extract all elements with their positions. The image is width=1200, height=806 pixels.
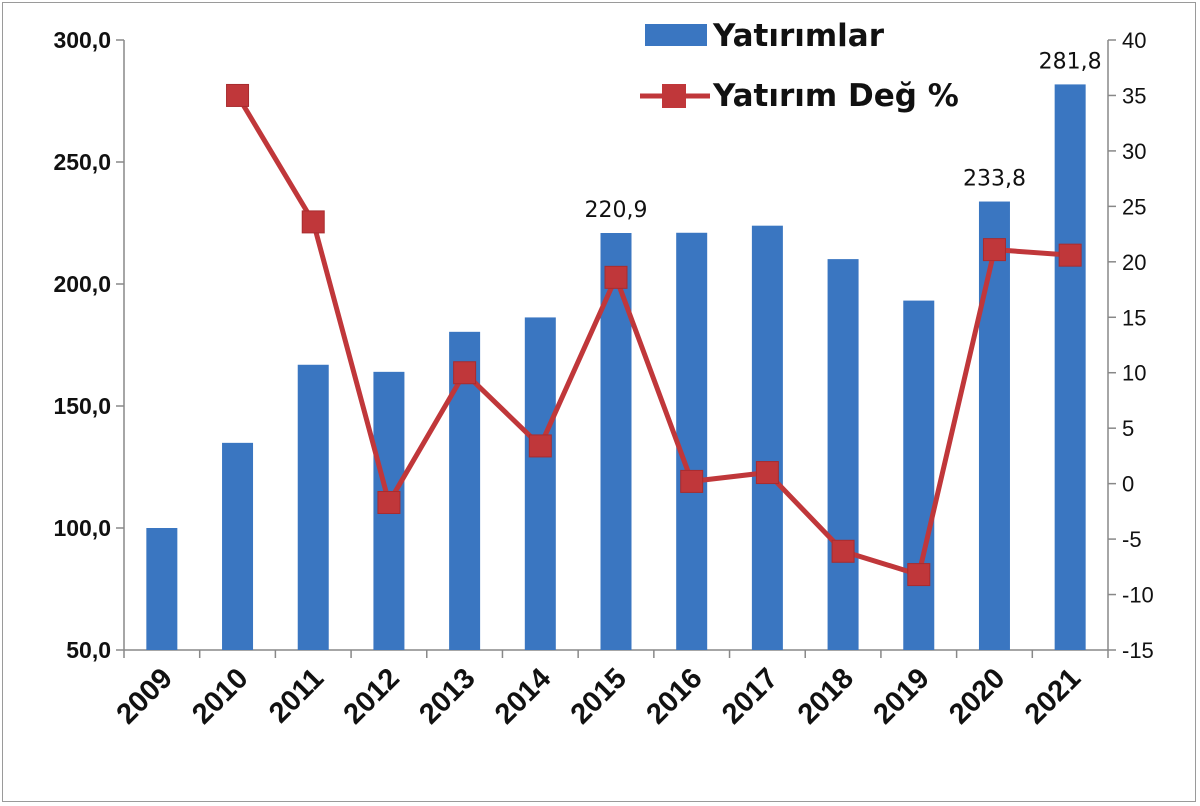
bar-2019 xyxy=(903,300,935,650)
left-tick-label: 300,0 xyxy=(53,27,111,53)
bar-2009 xyxy=(146,528,178,650)
left-tick-label: 150,0 xyxy=(53,393,111,419)
bar-2014 xyxy=(524,317,556,650)
x-tick-label: 2018 xyxy=(792,662,860,730)
marker-2016 xyxy=(680,469,704,493)
marker-2021 xyxy=(1058,243,1082,267)
x-tick-label: 2009 xyxy=(111,662,179,730)
marker-2018 xyxy=(831,539,855,563)
right-tick-label: 20 xyxy=(1122,250,1146,275)
x-tick-label: 2013 xyxy=(413,662,481,730)
x-tick-label: 2012 xyxy=(338,662,406,730)
line-yatirim-deg xyxy=(235,94,1071,578)
bar-2018 xyxy=(827,259,859,650)
left-tick-label: 250,0 xyxy=(53,149,111,175)
x-tick-label: 2019 xyxy=(867,662,935,730)
bar-2017 xyxy=(751,225,783,650)
right-tick-label: 0 xyxy=(1122,472,1134,497)
right-tick-label: -5 xyxy=(1122,527,1142,552)
marker-2017 xyxy=(755,461,779,485)
marker-2013 xyxy=(453,361,477,385)
right-tick-label: 25 xyxy=(1122,194,1146,219)
line-series xyxy=(226,83,1082,587)
legend-label-yatirim-deg: Yatırım Değ % xyxy=(712,78,959,114)
right-tick-label: 40 xyxy=(1122,28,1146,53)
marker-2015 xyxy=(604,265,628,289)
left-tick-label: 100,0 xyxy=(53,515,111,541)
bar-2020 xyxy=(978,201,1010,650)
marker-2020 xyxy=(982,238,1006,262)
right-tick-label: 15 xyxy=(1122,305,1146,330)
bar-2010 xyxy=(222,442,254,650)
marker-2011 xyxy=(301,210,325,234)
right-tick-label: 5 xyxy=(1122,416,1134,441)
x-tick-label: 2011 xyxy=(263,662,330,729)
marker-2014 xyxy=(528,434,552,458)
legend-line-marker xyxy=(662,84,686,108)
left-tick-label: 50,0 xyxy=(66,637,111,663)
right-tick-label: -10 xyxy=(1122,583,1154,608)
data-label-2021: 281,8 xyxy=(1039,49,1102,74)
x-tick-label: 2010 xyxy=(186,662,254,730)
x-tick-label: 2021 xyxy=(1019,662,1087,730)
marker-2012 xyxy=(377,490,401,514)
marker-2010 xyxy=(226,83,250,107)
legend: Yatırımlar Yatırım Değ % xyxy=(640,18,959,114)
marker-2019 xyxy=(907,563,931,587)
legend-label-yatirimlar: Yatırımlar xyxy=(712,18,885,54)
x-tick-label: 2016 xyxy=(640,662,708,730)
x-tick-label: 2014 xyxy=(489,662,557,730)
bar-2016 xyxy=(676,232,708,650)
bar-2011 xyxy=(297,364,329,650)
right-tick-label: -15 xyxy=(1122,638,1154,663)
data-label-2020: 233,8 xyxy=(963,167,1026,192)
x-tick-label: 2017 xyxy=(716,662,784,730)
right-tick-label: 10 xyxy=(1122,361,1146,386)
bar-2021 xyxy=(1054,84,1086,650)
right-tick-label: 35 xyxy=(1122,83,1146,108)
x-tick-label: 2015 xyxy=(565,662,633,730)
left-tick-label: 200,0 xyxy=(53,271,111,297)
legend-bar-swatch xyxy=(645,24,707,46)
x-tick-label: 2020 xyxy=(943,662,1011,730)
bar-series xyxy=(146,84,1086,650)
data-labels: 220,9 233,8 281,8 xyxy=(585,49,1102,223)
right-tick-label: 30 xyxy=(1122,139,1146,164)
data-label-2015: 220,9 xyxy=(585,198,648,223)
